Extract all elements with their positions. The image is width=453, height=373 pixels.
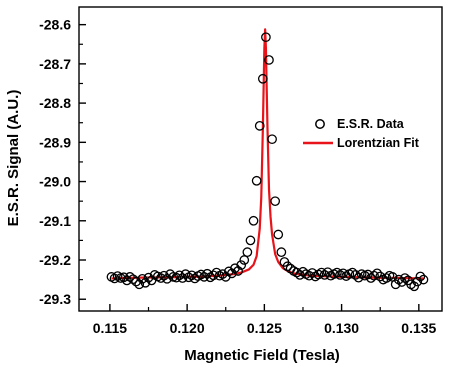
data-point (217, 269, 228, 279)
legend-data-label: E.S.R. Data (337, 117, 405, 131)
data-point (230, 263, 240, 274)
x-tick-label: 0.135 (401, 320, 436, 336)
data-point (415, 271, 426, 282)
data-point (270, 196, 281, 207)
y-tick-label: -28.6 (39, 17, 71, 33)
data-point (418, 274, 429, 285)
data-point (245, 235, 256, 246)
x-tick-label: 0.120 (170, 320, 205, 336)
x-tick-label: 0.125 (247, 320, 282, 336)
data-point (375, 271, 386, 282)
data-point (393, 274, 404, 285)
y-tick-label: -29.0 (39, 174, 71, 190)
data-point (273, 229, 284, 240)
data-point (180, 269, 191, 279)
data-point (267, 134, 277, 145)
data-point (372, 268, 382, 279)
data-point (369, 270, 379, 281)
data-point (109, 273, 120, 284)
data-point (196, 269, 206, 280)
data-point (381, 273, 392, 283)
x-axis-title: Magnetic Field (Tesla) (184, 347, 340, 364)
data-point (366, 273, 376, 283)
data-point (174, 270, 185, 281)
data-point (134, 279, 145, 290)
data-point (319, 270, 330, 280)
y-axis-title: E.S.R. Signal (A.U.) (5, 90, 22, 227)
y-tick-label: -28.9 (39, 134, 71, 150)
fit-curve-layer (111, 28, 424, 280)
data-point (171, 272, 182, 283)
data-point (242, 247, 253, 258)
data-point (186, 270, 197, 281)
x-tick-label: 0.130 (324, 320, 359, 336)
data-point (254, 121, 265, 131)
y-tick-label: -29.2 (39, 252, 71, 268)
data-point (211, 267, 222, 278)
data-point (316, 267, 327, 278)
data-point (412, 276, 423, 287)
data-point (128, 274, 138, 285)
data-point (159, 270, 169, 281)
data-point (227, 268, 237, 279)
lorentzian-fit-line (111, 28, 424, 280)
data-point (291, 267, 302, 278)
legend-data-marker (315, 119, 325, 129)
data-point (208, 270, 219, 281)
plot-area-frame (78, 6, 443, 312)
data-point (236, 260, 247, 270)
data-point (304, 270, 315, 281)
x-tick-label: 0.115 (93, 320, 127, 336)
legend-fit-label: Lorentzian Fit (337, 136, 420, 150)
y-tick-label: -29.1 (39, 213, 71, 229)
data-point (233, 266, 243, 276)
data-point (264, 55, 274, 65)
data-point (332, 267, 342, 278)
legend: E.S.R. Data Lorentzian Fit (303, 117, 420, 150)
data-point (143, 272, 154, 283)
data-point (347, 267, 358, 278)
y-axis: -28.6 -28.7 -28.8 -28.9 -29.0 -29.1 -29.2 -29.3 (39, 17, 86, 307)
data-point (282, 261, 293, 272)
data-point (199, 272, 209, 282)
data-point (156, 273, 166, 283)
data-point (118, 272, 129, 283)
data-point (131, 276, 141, 287)
data-point (276, 247, 287, 258)
y-tick-label: -29.3 (39, 291, 71, 307)
y-tick-label: -28.8 (39, 95, 71, 111)
data-point (140, 277, 151, 288)
y-tick-label: -28.7 (39, 56, 71, 72)
data-point (338, 268, 348, 279)
data-point (261, 32, 271, 43)
data-point (350, 270, 361, 280)
data-points-layer (106, 32, 429, 292)
data-point (125, 272, 135, 282)
x-axis: 0.115 0.120 0.125 0.130 0.135 (93, 304, 437, 336)
data-point (400, 273, 410, 283)
data-point (257, 73, 268, 84)
data-point (251, 175, 262, 186)
data-point (295, 270, 305, 280)
data-point (248, 215, 259, 226)
